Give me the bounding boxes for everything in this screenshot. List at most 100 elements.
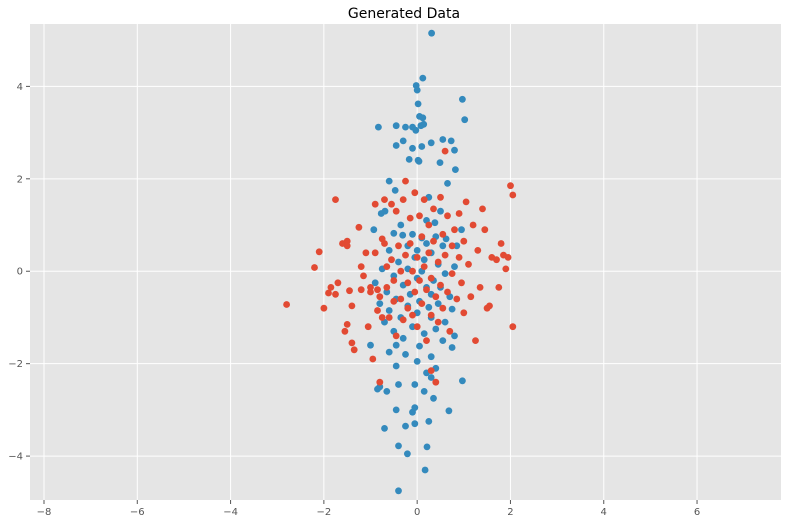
data-point: [430, 394, 437, 402]
data-point: [455, 210, 463, 217]
data-point: [444, 212, 451, 220]
data-point: [469, 221, 477, 229]
data-point: [391, 187, 399, 194]
x-tick-label: −6: [130, 507, 145, 518]
data-point: [409, 311, 416, 319]
data-point: [423, 443, 431, 451]
data-point: [376, 300, 384, 307]
data-point: [348, 302, 356, 310]
data-point: [428, 29, 435, 37]
data-point: [395, 381, 402, 388]
data-point: [411, 420, 419, 428]
y-tick-label: 4: [17, 82, 23, 93]
data-point: [431, 219, 439, 227]
data-point: [399, 137, 407, 145]
data-point: [355, 223, 363, 231]
data-point: [427, 353, 435, 361]
data-point: [367, 284, 374, 291]
chart-title: Generated Data: [348, 6, 460, 22]
data-point: [357, 263, 365, 270]
data-point: [432, 325, 440, 333]
data-point: [439, 136, 447, 143]
data-point: [381, 425, 388, 432]
data-point: [350, 346, 358, 354]
data-point: [460, 309, 468, 317]
data-point: [434, 258, 442, 266]
data-point: [448, 344, 456, 351]
tick-labels: −8 −6 −4 −2 0 2 4 6 −4 −2 0 2 4: [8, 82, 700, 518]
data-point: [437, 281, 444, 289]
data-point: [392, 406, 400, 414]
data-point: [343, 321, 351, 328]
data-point: [427, 367, 435, 374]
data-point: [378, 314, 386, 321]
data-point: [476, 284, 484, 291]
data-point: [437, 207, 444, 215]
data-point: [418, 143, 426, 150]
data-point: [507, 182, 514, 190]
data-point: [436, 159, 444, 167]
data-point: [451, 226, 458, 234]
data-point: [504, 254, 512, 261]
data-point: [392, 362, 400, 370]
data-point: [427, 139, 435, 147]
data-point: [381, 196, 388, 204]
y-tick-label: −2: [8, 359, 23, 370]
data-point: [357, 286, 365, 294]
data-point: [388, 200, 395, 208]
data-point: [399, 196, 407, 204]
data-point: [441, 270, 449, 277]
data-point: [452, 166, 459, 174]
data-point: [332, 290, 339, 298]
data-point: [334, 279, 342, 287]
data-point: [364, 323, 372, 331]
y-tick-label: 2: [17, 174, 23, 185]
data-point: [392, 122, 400, 130]
data-point: [409, 230, 416, 238]
data-point: [392, 142, 400, 149]
data-point: [311, 264, 318, 271]
data-point: [453, 295, 461, 303]
data-point: [409, 144, 416, 152]
data-point: [402, 251, 409, 259]
data-point: [451, 332, 458, 340]
data-point: [395, 487, 402, 495]
data-point: [413, 323, 421, 331]
data-point: [414, 100, 422, 108]
data-point: [283, 301, 290, 308]
data-point: [385, 307, 393, 314]
data-point: [406, 214, 414, 222]
data-point: [430, 237, 437, 245]
data-point: [451, 263, 458, 270]
data-point: [423, 337, 430, 344]
data-point: [395, 442, 402, 450]
data-point: [420, 330, 428, 337]
data-point: [479, 205, 486, 213]
data-point: [420, 263, 428, 270]
data-point: [416, 212, 423, 220]
data-point: [439, 242, 447, 250]
x-tick-label: 0: [414, 507, 420, 518]
data-point: [509, 323, 517, 331]
data-point: [383, 388, 391, 395]
y-tick-label: 0: [17, 267, 23, 278]
data-point: [441, 318, 449, 326]
data-point: [420, 256, 428, 264]
data-point: [390, 229, 398, 237]
data-point: [448, 270, 456, 277]
data-point: [427, 374, 435, 381]
data-point: [346, 287, 353, 295]
data-point: [423, 286, 430, 294]
data-point: [453, 242, 461, 250]
data-point: [411, 381, 419, 388]
data-point: [383, 263, 391, 270]
data-point: [416, 342, 423, 350]
data-point: [419, 114, 427, 122]
data-point: [427, 274, 435, 282]
data-point: [432, 293, 440, 301]
data-point: [409, 267, 416, 275]
data-point: [376, 378, 384, 386]
data-point: [448, 242, 456, 250]
x-tick-label: 2: [507, 507, 513, 518]
